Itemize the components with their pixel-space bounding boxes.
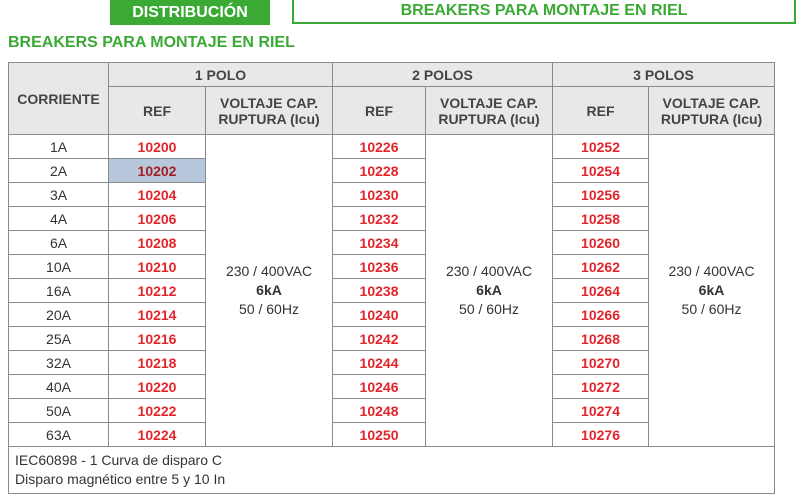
ref-code: 10200: [108, 134, 206, 159]
voltage-spec: 230 / 400VAC 6kA 50 / 60Hz: [648, 134, 776, 447]
ref-header: REF: [552, 86, 650, 135]
group-header: 2 POLOS: [332, 62, 554, 87]
voltage-header: VOLTAJE CAP. RUPTURA (Icu): [425, 86, 554, 135]
page-title: BREAKERS PARA MONTAJE EN RIEL: [8, 34, 295, 51]
data-row: 10A 10210 10236 10262: [8, 254, 775, 279]
ref-code: 10254: [552, 158, 650, 183]
voltage-header: VOLTAJE CAP. RUPTURA (Icu): [204, 86, 334, 135]
voltage-line: 230 / 400VAC: [445, 263, 533, 279]
current: 6A: [8, 230, 109, 255]
ref-code: 10240: [332, 302, 427, 327]
ref-code: 10230: [332, 182, 427, 207]
ref-code: 10242: [332, 326, 427, 351]
ref-code: 10202: [108, 158, 206, 183]
ref-code: 10268: [552, 326, 650, 351]
data-row: 16A 10212 10238 10264: [8, 278, 775, 303]
data-row: 4A 10206 10232 10258: [8, 206, 775, 231]
ref-code: 10248: [332, 398, 427, 423]
voltage-line: 6kA: [698, 282, 725, 298]
category-tab[interactable]: BREAKERS PARA MONTAJE EN RIEL: [292, 0, 796, 24]
current: 10A: [8, 254, 109, 279]
ref-code: 10208: [108, 230, 206, 255]
footnote: IEC60898 - 1 Curva de disparo C Disparo m…: [7, 446, 776, 494]
ref-code: 10216: [108, 326, 206, 351]
ref-code: 10276: [552, 422, 650, 447]
footnote-line: Disparo magnético entre 5 y 10 In: [15, 471, 226, 487]
voltage-line: 50 / 60Hz: [239, 301, 299, 317]
ref-code: 10206: [108, 206, 206, 231]
ref-code: 10238: [332, 278, 427, 303]
current: 20A: [8, 302, 109, 327]
ref-code: 10246: [332, 374, 427, 399]
header-row: CORRIENTE 1 POLO 2 POLOS 3 POLOS: [8, 62, 776, 135]
ref-code: 10244: [332, 350, 427, 375]
voltage-spec: 230 / 400VAC 6kA 50 / 60Hz: [425, 134, 554, 447]
voltage-line: 50 / 60Hz: [459, 301, 519, 317]
ref-header: REF: [108, 86, 206, 135]
ref-code: 10250: [332, 422, 427, 447]
ref-code: 10222: [108, 398, 206, 423]
ref-code: 10224: [108, 422, 206, 447]
ref-code: 10212: [108, 278, 206, 303]
data-row: 3A 10204 10230 10256: [8, 182, 775, 207]
footnote-line: IEC60898 - 1 Curva de disparo C: [15, 452, 222, 468]
group-header: 3 POLOS: [552, 62, 776, 87]
subheader-row: REF VOLTAJE CAP. RUPTURA (Icu) REF VOLTAJE …: [9, 86, 776, 135]
ref-code: 10236: [332, 254, 427, 279]
voltage-line: 6kA: [476, 282, 502, 298]
ref-code: 10262: [552, 254, 650, 279]
ref-header: REF: [332, 86, 427, 135]
corriente-header: CORRIENTE: [8, 62, 109, 135]
ref-code: 10210: [108, 254, 206, 279]
ref-code: 10264: [552, 278, 650, 303]
voltage-line: 230 / 400VAC: [225, 263, 313, 279]
voltage-header: VOLTAJE CAP. RUPTURA (Icu): [648, 86, 776, 135]
ref-code: 10274: [552, 398, 650, 423]
current: 2A: [8, 158, 109, 183]
ref-code: 10270: [552, 350, 650, 375]
ref-code: 10204: [108, 182, 206, 207]
current: 63A: [8, 422, 109, 447]
ref-code: 10218: [108, 350, 206, 375]
ref-code: 10266: [552, 302, 650, 327]
data-row: 2A 10202 10228 10254: [8, 158, 775, 183]
ref-code: 10214: [108, 302, 206, 327]
current: 25A: [8, 326, 109, 351]
ref-code: 10272: [552, 374, 650, 399]
current: 40A: [8, 374, 109, 399]
current: 1A: [8, 134, 109, 159]
footer-row: IEC60898 - 1 Curva de disparo C Disparo m…: [7, 446, 776, 494]
voltage-line: 50 / 60Hz: [681, 301, 742, 317]
data-row: 50A 10222 10248 10274: [8, 398, 775, 423]
current: 4A: [8, 206, 109, 231]
voltage-line: 230 / 400VAC: [668, 263, 755, 279]
ref-code: 10256: [552, 182, 650, 207]
voltage-line: 6kA: [256, 282, 282, 298]
ref-code: 10234: [332, 230, 427, 255]
voltage-spec: 230 / 400VAC 6kA 50 / 60Hz: [204, 134, 334, 447]
ref-code: 10252: [552, 134, 650, 159]
current: 50A: [8, 398, 109, 423]
ref-code: 10260: [552, 230, 650, 255]
data-row: 1A 10200 230 / 400VAC 6kA 50 / 60Hz 10226 230 …: [8, 134, 776, 447]
section-tab[interactable]: DISTRIBUCIÓN: [110, 0, 270, 25]
ref-code: 10226: [332, 134, 427, 159]
current: 32A: [8, 350, 109, 375]
ref-code: 10232: [332, 206, 427, 231]
data-row: 6A 10208 10234 10260: [8, 230, 775, 255]
current: 16A: [8, 278, 109, 303]
ref-code: 10258: [552, 206, 650, 231]
ref-code: 10220: [108, 374, 206, 399]
group-header: 1 POLO: [107, 62, 334, 87]
ref-code: 10228: [332, 158, 427, 183]
breaker-table: CORRIENTE 1 POLO 2 POLOS 3 POLOS REF VOLTAJE …: [7, 62, 776, 494]
current: 3A: [8, 182, 109, 207]
